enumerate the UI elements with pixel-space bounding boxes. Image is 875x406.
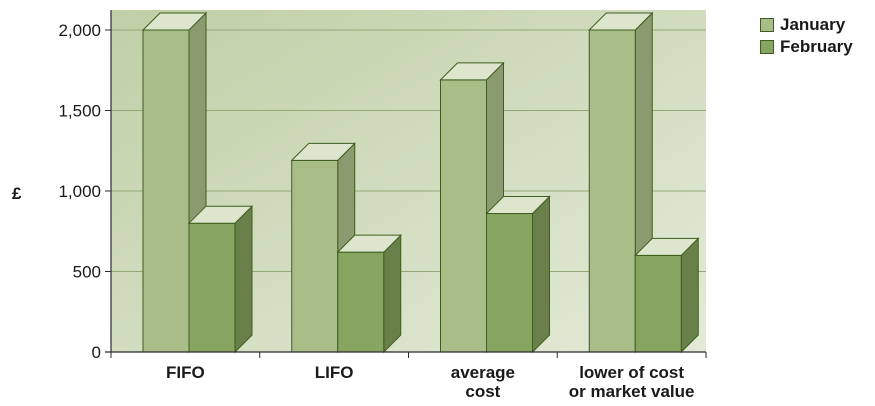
- legend: January February: [760, 14, 872, 58]
- bar-side: [532, 195, 550, 354]
- x-category-label: average: [451, 363, 515, 382]
- y-tick-label: 2,000: [58, 21, 101, 40]
- bar-side: [234, 204, 253, 354]
- bar-top: [439, 62, 505, 81]
- bar-february-0: [187, 204, 254, 354]
- x-category-label: lower of cost: [579, 363, 684, 382]
- legend-swatch-january: [760, 18, 774, 32]
- bar-top: [187, 205, 254, 224]
- bar-front: [337, 251, 385, 353]
- legend-item-january: January: [760, 14, 872, 36]
- axes: [105, 10, 707, 358]
- y-tick-label: 0: [92, 343, 101, 362]
- bar-side: [383, 233, 402, 354]
- bars: [141, 11, 700, 354]
- y-tick-label: 500: [73, 263, 101, 282]
- bar-front: [588, 29, 636, 353]
- y-axis-label: £: [12, 184, 22, 203]
- bar-february-2: [485, 195, 551, 354]
- bar-front: [142, 29, 190, 353]
- bar-top: [634, 237, 700, 256]
- bar-february-3: [634, 237, 700, 354]
- x-category-label: LIFO: [315, 363, 354, 382]
- bar-side: [680, 237, 699, 354]
- bar-top: [141, 12, 208, 31]
- legend-label-january: January: [780, 15, 846, 34]
- bar-top: [336, 234, 402, 253]
- bar-top: [485, 196, 551, 215]
- bar-top: [290, 142, 356, 161]
- bar-top: [588, 12, 654, 31]
- bar-front: [188, 222, 236, 353]
- y-tick-label: 1,000: [58, 182, 101, 201]
- legend-label-february: February: [780, 37, 853, 56]
- y-tick-label: 1,500: [58, 102, 101, 121]
- x-category-label: FIFO: [166, 363, 205, 382]
- bar-front: [440, 79, 487, 353]
- bar-front: [486, 213, 533, 353]
- bar-february-1: [336, 233, 402, 354]
- legend-swatch-february: [760, 40, 774, 54]
- x-category-label: cost: [465, 382, 500, 401]
- legend-item-february: February: [760, 36, 872, 58]
- bar-front: [291, 159, 339, 353]
- x-category-label: or market value: [569, 382, 695, 401]
- bar-front: [634, 254, 682, 353]
